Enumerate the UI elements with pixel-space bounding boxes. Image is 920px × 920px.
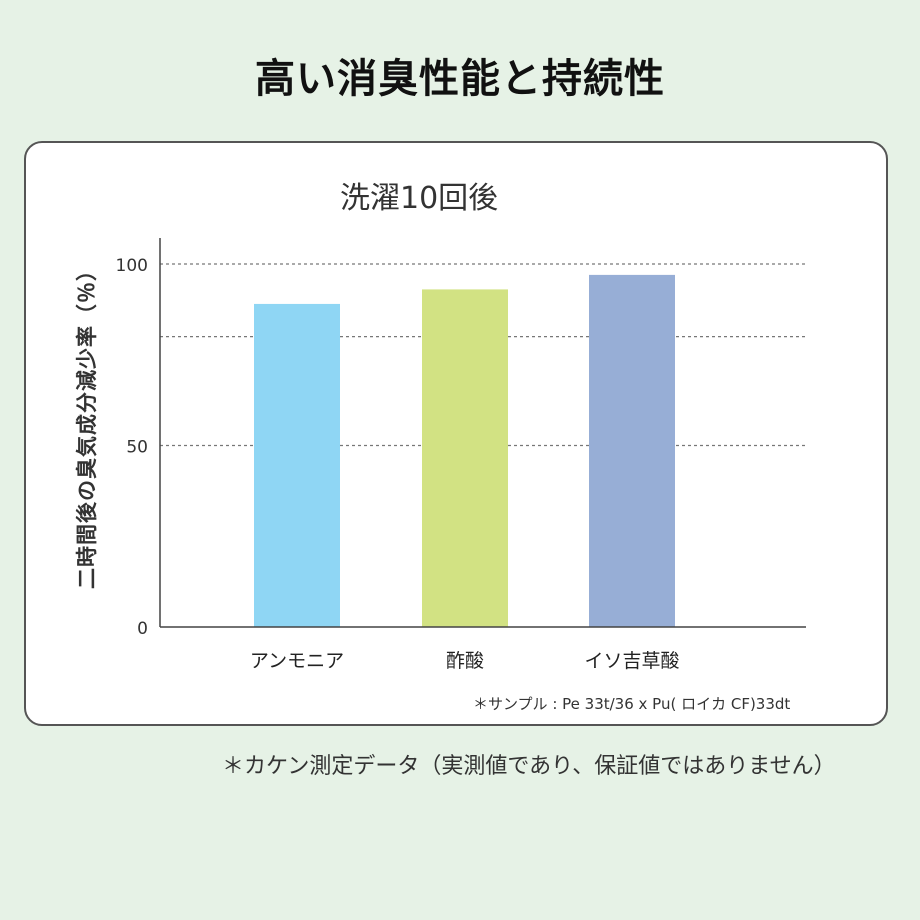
y-tick-label: 0 [137, 619, 148, 639]
y-tick-label: 50 [126, 438, 148, 458]
x-tick-label: イソ吉草酸 [584, 650, 679, 672]
page-title: 高い消臭性能と持続性 [255, 56, 665, 102]
x-tick-label: 酢酸 [446, 650, 484, 672]
x-tick-label: アンモニア [250, 650, 344, 672]
chart-title: 洗濯10回後 [340, 181, 499, 216]
footnote: ＊カケン測定データ（実測値であり、保証値ではありません） [222, 754, 836, 779]
bar-2 [422, 289, 508, 627]
sample-note: ＊サンプル : Pe 33t/36 x Pu( ロイカ CF)33dt [473, 695, 791, 713]
y-tick-label: 100 [116, 256, 148, 276]
bar-1 [254, 303, 340, 627]
bar-3 [589, 274, 675, 627]
